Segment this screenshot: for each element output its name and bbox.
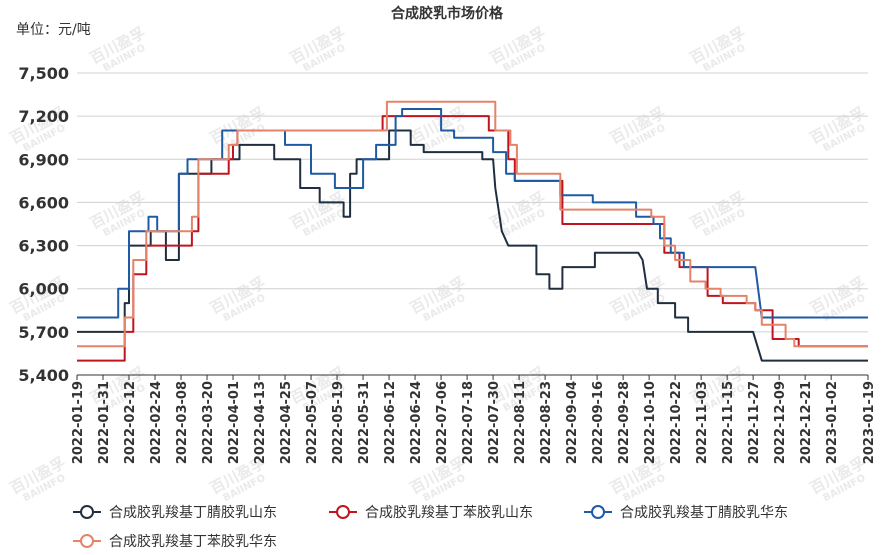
x-tick-label: 2022-11-27: [747, 381, 762, 464]
legend-marker: [591, 505, 605, 519]
x-tick-label: 2022-12-09: [773, 381, 788, 464]
legend-label: 合成胶乳羧基丁苯胶乳华东: [109, 533, 277, 550]
x-tick-label: 2023-01-19: [862, 381, 877, 464]
y-tick-label: 6,900: [18, 150, 69, 169]
x-tick-label: 2022-05-19: [331, 381, 346, 464]
y-tick-label: 7,500: [18, 64, 69, 83]
legend-item[interactable]: 合成胶乳羧基丁苯胶乳华东: [73, 533, 277, 550]
unit-label: 单位：元/吨: [16, 22, 91, 38]
x-tick-label: 2022-10-10: [643, 381, 658, 464]
series-line: [77, 108, 868, 319]
x-tick-label: 2022-02-24: [149, 381, 164, 464]
x-tick-label: 2022-05-31: [357, 381, 372, 464]
y-tick-label: 5,400: [18, 366, 69, 385]
x-tick-label: 2022-05-07: [305, 381, 320, 464]
x-tick-label: 2022-06-12: [383, 381, 398, 464]
legend-item[interactable]: 合成胶乳羧基丁腈胶乳山东: [73, 504, 277, 521]
x-tick-label: 2022-01-19: [71, 381, 86, 464]
y-tick-label: 6,000: [18, 280, 69, 299]
legend-marker: [80, 505, 94, 519]
x-tick-label: 2022-08-23: [539, 381, 554, 464]
x-tick-label: 2022-07-18: [461, 381, 476, 464]
y-tick-label: 5,700: [18, 323, 69, 342]
grid-lines: [77, 72, 868, 376]
legend-label: 合成胶乳羧基丁腈胶乳山东: [109, 504, 277, 521]
x-tick-label: 2022-10-22: [669, 381, 684, 464]
chart-title: 合成胶乳市场价格: [391, 5, 504, 22]
series-layer: [77, 100, 868, 362]
legend-item[interactable]: 合成胶乳羧基丁苯胶乳山东: [329, 504, 533, 521]
legend-item[interactable]: 合成胶乳羧基丁腈胶乳华东: [584, 504, 788, 521]
y-axis-ticks: 5,400 5,700 6,000 6,300 6,600 6,900 7,200 7,500: [18, 64, 69, 385]
x-tick-label: 2022-04-01: [227, 381, 242, 464]
x-tick-label: 2022-11-15: [721, 381, 736, 464]
x-tick-label: 2022-01-31: [97, 381, 112, 464]
x-tick-label: 2022-04-25: [279, 381, 294, 464]
x-tick-label: 2022-09-16: [591, 381, 606, 464]
x-tick-label: 2022-03-08: [175, 381, 190, 464]
x-tick-label: 2022-11-03: [695, 381, 710, 464]
y-tick-label: 6,600: [18, 193, 69, 212]
y-tick-label: 6,300: [18, 237, 69, 256]
legend-label: 合成胶乳羧基丁苯胶乳山东: [365, 504, 533, 521]
legend: 合成胶乳羧基丁腈胶乳山东 合成胶乳羧基丁苯胶乳山东 合成胶乳羧基丁腈胶乳华东合成胶乳…: [73, 504, 788, 550]
x-tick-label: 2022-09-28: [617, 381, 632, 464]
legend-marker: [80, 534, 94, 548]
series-line: [77, 100, 868, 348]
x-tick-label: 2022-08-11: [513, 381, 528, 464]
legend-label: 合成胶乳羧基丁腈胶乳华东: [620, 504, 788, 521]
legend-marker: [336, 505, 350, 519]
y-tick-label: 7,200: [18, 107, 69, 126]
x-tick-label: 2022-07-30: [487, 381, 502, 464]
x-tick-label: 2022-04-13: [253, 381, 268, 464]
x-axis: 2022-01-19 2022-01-31 2022-02-12 2022-02-24…: [71, 374, 877, 464]
x-tick-label: 2022-02-12: [123, 381, 138, 464]
x-tick-label: 2022-12-21: [799, 381, 814, 464]
x-tick-label: 2023-01-02: [825, 381, 840, 464]
x-tick-label: 2022-03-20: [201, 381, 216, 464]
x-tick-label: 2022-06-24: [409, 381, 424, 464]
x-tick-label: 2022-07-06: [435, 381, 450, 464]
x-tick-label: 2022-09-04: [565, 381, 580, 464]
